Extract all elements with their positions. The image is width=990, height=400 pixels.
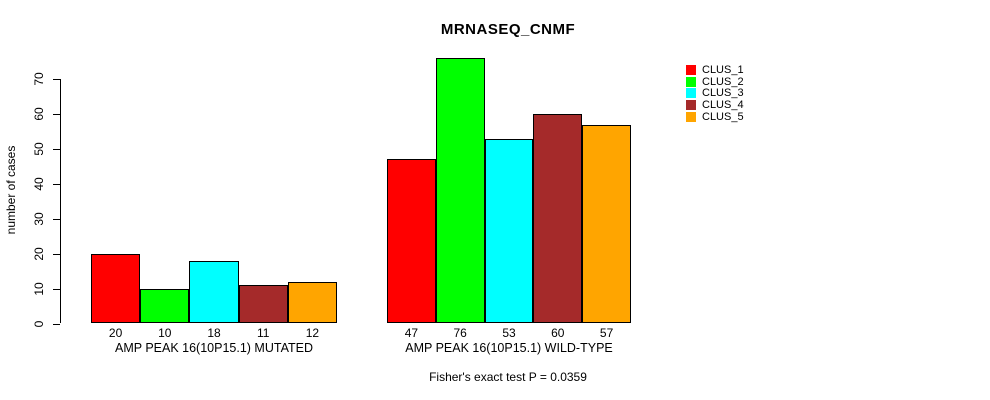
- legend-label: CLUS_2: [702, 75, 744, 88]
- y-tick-mark: [53, 323, 60, 325]
- y-tick-label: 70: [32, 72, 46, 86]
- legend-swatch-clus_2: [686, 76, 696, 87]
- bar-clus_4-group2: [533, 114, 583, 324]
- group-label: AMP PEAK 16(10P15.1) MUTATED: [115, 341, 313, 355]
- y-tick-label: 60: [32, 107, 46, 121]
- chart-title: MRNASEQ_CNMF: [440, 21, 576, 38]
- bar-value-label: 18: [207, 326, 221, 340]
- bar-value-label: 57: [599, 326, 614, 340]
- legend-label: CLUS_3: [702, 87, 744, 100]
- annotation-fisher-test: Fisher's exact test P = 0.0359: [429, 370, 587, 384]
- bar-value-label: 60: [551, 326, 565, 340]
- bar-value-label: 47: [404, 326, 419, 340]
- y-tick-mark: [53, 183, 60, 185]
- legend-swatch-clus_1: [686, 65, 696, 75]
- bar-value-label: 53: [502, 326, 516, 340]
- y-tick-label: 40: [32, 177, 46, 191]
- bar-clus_1-group2: [387, 159, 436, 324]
- bar-value-label: 11: [256, 326, 270, 340]
- bar-clus_4-group1: [238, 285, 288, 324]
- bar-value-label: 10: [158, 326, 172, 340]
- bar-clus_5-group1: [287, 281, 337, 324]
- bar-clus_5-group2: [582, 124, 631, 324]
- y-tick-label: 20: [32, 247, 46, 261]
- y-tick-mark: [53, 218, 60, 220]
- y-tick-mark: [53, 149, 60, 150]
- y-tick-mark: [53, 253, 60, 255]
- y-tick-label: 30: [32, 212, 46, 226]
- legend-label: CLUS_1: [702, 64, 744, 76]
- legend-swatch-clus_3: [686, 88, 696, 99]
- bar-clus_2-group2: [435, 58, 485, 324]
- legend-label: CLUS_5: [702, 110, 744, 123]
- legend-swatch-clus_5: [686, 111, 696, 122]
- y-tick-label: 50: [32, 142, 46, 156]
- y-tick-mark: [53, 114, 60, 116]
- bar-value-label: 76: [453, 326, 467, 340]
- bar-clus_3-group1: [189, 260, 239, 324]
- bar-clus_3-group2: [484, 138, 534, 324]
- legend-label: CLUS_4: [702, 99, 744, 112]
- y-tick-mark: [53, 288, 60, 290]
- y-tick-label: 10: [32, 281, 46, 296]
- bar-clus_2-group1: [140, 288, 190, 324]
- y-tick-mark: [53, 79, 60, 81]
- group-label: AMP PEAK 16(10P15.1) WILD-TYPE: [405, 341, 613, 355]
- y-axis-line: [60, 79, 61, 324]
- bar-value-label: 12: [305, 326, 320, 340]
- y-axis-label: number of cases: [4, 145, 18, 235]
- bar-value-label: 20: [108, 326, 123, 340]
- bar-clus_1-group1: [91, 253, 141, 324]
- legend-swatch-clus_4: [686, 100, 696, 111]
- y-tick-label: 0: [32, 320, 46, 327]
